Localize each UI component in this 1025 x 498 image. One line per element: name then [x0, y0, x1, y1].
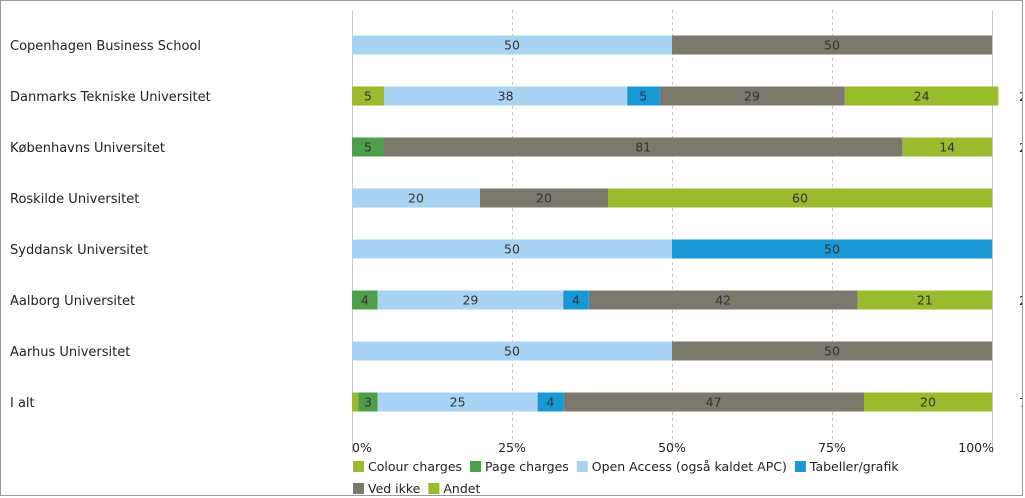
- data-label: 24: [914, 89, 930, 104]
- data-label: 29: [462, 293, 478, 308]
- bar-segment: [352, 86, 384, 106]
- legend-label: Tabeller/grafik: [809, 459, 899, 474]
- x-tick-label: 25%: [498, 440, 526, 455]
- category-label: Danmarks Tekniske Universitet: [10, 90, 211, 105]
- gridlines: [352, 10, 993, 453]
- bar-segment: [352, 341, 672, 361]
- right-edge-label: 2: [1019, 89, 1023, 104]
- bar-segment: [352, 290, 378, 310]
- right-edge-labels: 2 2 2 7: [1019, 89, 1023, 410]
- data-label: 81: [635, 140, 651, 155]
- data-label: 47: [706, 395, 722, 410]
- data-label: 14: [939, 140, 955, 155]
- bar-segment: [672, 341, 992, 361]
- category-labels: Copenhagen Business School Danmarks Tekni…: [10, 39, 211, 411]
- x-axis-ticks: 0% 25% 50% 75% 100%: [352, 440, 994, 455]
- category-label: Roskilde Universitet: [10, 192, 139, 207]
- data-label: 50: [504, 242, 520, 257]
- bar-segment: [377, 392, 538, 412]
- data-label: 21: [917, 293, 933, 308]
- data-label: 29: [744, 89, 760, 104]
- bars: 50 50 5 38 5 29 24 5 81 14 20 20 60 50 50 4 29 4 42 21 50 50 3…: [352, 35, 999, 412]
- legend-label: Open Access (også kaldet APC): [592, 459, 787, 474]
- legend-swatch: [353, 461, 364, 472]
- data-label: 5: [364, 89, 372, 104]
- bar-segment: [352, 137, 384, 157]
- data-label: 25: [450, 395, 466, 410]
- x-tick-label: 100%: [958, 440, 994, 455]
- category-label: Aalborg Universitet: [10, 294, 135, 309]
- legend-swatch: [470, 461, 482, 472]
- bar-segment: [659, 86, 845, 106]
- bar-segment: [537, 392, 564, 412]
- bar-segment: [627, 86, 660, 106]
- data-label: 20: [920, 395, 936, 410]
- category-label: Aarhus Universitet: [10, 345, 130, 360]
- bar-segment: [902, 137, 992, 157]
- bar-segment: [352, 35, 672, 55]
- bar-segment: [384, 137, 903, 157]
- category-label: Syddansk Universitet: [10, 243, 148, 258]
- bar-segment: [352, 239, 672, 259]
- legend-swatch: [576, 461, 588, 472]
- bar-segment: [588, 290, 858, 310]
- data-label: 4: [361, 293, 369, 308]
- data-label: 50: [504, 344, 520, 359]
- legend-swatch: [794, 461, 806, 472]
- data-label: 20: [536, 191, 552, 206]
- bar-segment: [672, 239, 992, 259]
- bar-segment: [358, 392, 378, 412]
- bar-segment: [608, 188, 992, 208]
- data-label: 4: [572, 293, 580, 308]
- x-tick-label: 75%: [818, 440, 846, 455]
- data-label: 4: [546, 395, 554, 410]
- legend-label: Page charges: [485, 459, 569, 474]
- data-label: 50: [504, 38, 520, 53]
- bar-segment: [864, 392, 992, 412]
- bar-segment: [844, 86, 999, 106]
- legend-swatch: [428, 483, 440, 494]
- x-tick-label: 50%: [658, 440, 686, 455]
- data-label: 5: [639, 89, 647, 104]
- x-tick-label: 0%: [352, 440, 372, 455]
- data-label: 3: [364, 395, 372, 410]
- legend-label: Ved ikke: [368, 481, 421, 496]
- right-edge-label: 2: [1019, 293, 1023, 308]
- data-label: 38: [498, 89, 514, 104]
- data-label: 50: [824, 344, 840, 359]
- data-label: 42: [715, 293, 731, 308]
- data-label: 50: [824, 38, 840, 53]
- bar-segment: [384, 86, 628, 106]
- category-label: Copenhagen Business School: [10, 39, 201, 54]
- right-edge-label: 2: [1019, 140, 1023, 155]
- right-edge-label: 7: [1019, 395, 1023, 410]
- data-label: 20: [408, 191, 424, 206]
- legend-swatch: [353, 483, 364, 494]
- legend-label: Colour charges: [368, 459, 462, 474]
- bar-segment: [480, 188, 608, 208]
- bar-segment: [563, 392, 864, 412]
- bar-segment: [352, 392, 359, 412]
- bar-segment: [377, 290, 564, 310]
- legend: Colour charges Page charges Open Access (o…: [353, 459, 899, 496]
- bar-segment: [563, 290, 589, 310]
- data-label: 60: [792, 191, 808, 206]
- category-label: I alt: [10, 396, 35, 411]
- bar-segment: [352, 188, 480, 208]
- legend-label: Andet: [443, 481, 480, 496]
- bar-segment: [857, 290, 992, 310]
- data-label: 50: [824, 242, 840, 257]
- data-label: 5: [364, 140, 372, 155]
- category-label: Københavns Universitet: [10, 141, 165, 156]
- bar-segment: [672, 35, 992, 55]
